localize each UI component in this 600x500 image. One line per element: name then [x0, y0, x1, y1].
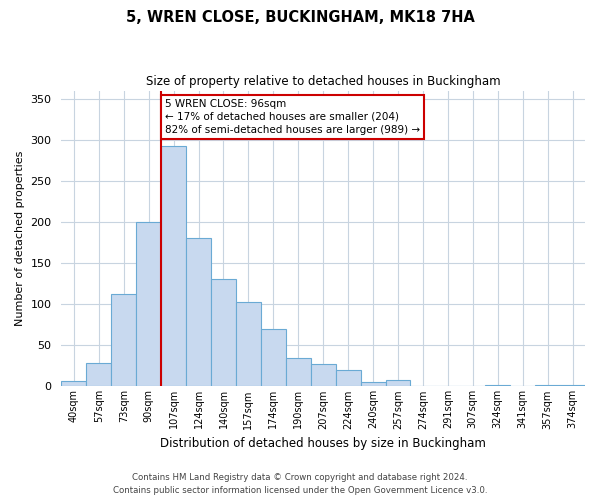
Y-axis label: Number of detached properties: Number of detached properties	[15, 151, 25, 326]
Bar	[560, 384, 585, 386]
Text: Contains HM Land Registry data © Crown copyright and database right 2024.
Contai: Contains HM Land Registry data © Crown c…	[113, 474, 487, 495]
Bar	[261, 329, 286, 386]
Bar	[311, 364, 335, 386]
Bar	[136, 222, 161, 386]
Bar	[211, 278, 236, 386]
Title: Size of property relative to detached houses in Buckingham: Size of property relative to detached ho…	[146, 75, 500, 88]
Bar	[111, 294, 136, 386]
Bar	[161, 146, 186, 386]
Bar	[535, 384, 560, 386]
Text: 5, WREN CLOSE, BUCKINGHAM, MK18 7HA: 5, WREN CLOSE, BUCKINGHAM, MK18 7HA	[125, 10, 475, 25]
Bar	[386, 380, 410, 386]
Bar	[186, 238, 211, 386]
Bar	[361, 382, 386, 386]
X-axis label: Distribution of detached houses by size in Buckingham: Distribution of detached houses by size …	[160, 437, 486, 450]
Bar	[286, 358, 311, 386]
Text: 5 WREN CLOSE: 96sqm
← 17% of detached houses are smaller (204)
82% of semi-detac: 5 WREN CLOSE: 96sqm ← 17% of detached ho…	[165, 99, 420, 135]
Bar	[236, 302, 261, 386]
Bar	[335, 370, 361, 386]
Bar	[86, 362, 111, 386]
Bar	[61, 380, 86, 386]
Bar	[485, 384, 510, 386]
